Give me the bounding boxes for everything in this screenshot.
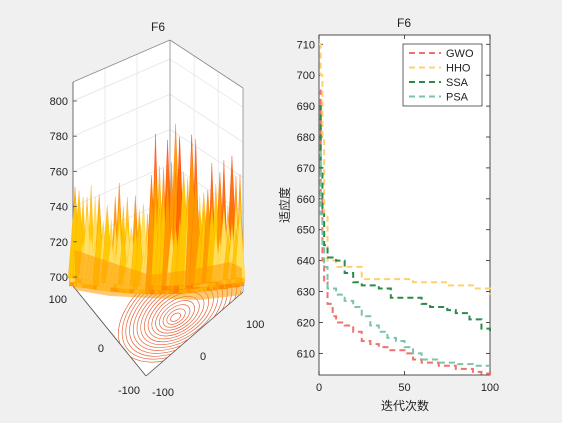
surface-x-tick: 0 <box>98 343 104 355</box>
y-tick-label: 610 <box>297 348 315 360</box>
surface-x-tick: -100 <box>118 385 140 397</box>
y-tick-label: 710 <box>297 39 315 51</box>
y-tick-label: 670 <box>297 163 315 175</box>
series-layer <box>319 43 491 375</box>
surface-x-tick: 100 <box>49 294 67 306</box>
surface-plot: F6 700 720 740 760 780 800 100 0 -100 <box>49 20 265 399</box>
surface-z-tick: 740 <box>50 202 68 214</box>
chart-title: F6 <box>397 16 411 30</box>
x-axis-label: 迭代次数 <box>381 398 429 413</box>
y-tick-label: 640 <box>297 256 315 268</box>
surface-title: F6 <box>151 20 165 34</box>
x-tick-label: 50 <box>398 382 410 394</box>
legend-label: HHO <box>446 63 471 75</box>
surface-y-tick: 100 <box>246 319 264 331</box>
y-tick-label: 690 <box>297 101 315 113</box>
surface-x-axis: 100 0 -100 <box>49 294 140 397</box>
legend-label: SSA <box>446 77 469 89</box>
surface-z-tick: 700 <box>50 272 68 284</box>
legend-label: GWO <box>446 48 474 60</box>
surface-z-tick: 760 <box>50 166 68 178</box>
x-tick-label: 100 <box>481 382 499 394</box>
y-tick-label: 700 <box>297 70 315 82</box>
surface-y-axis: -100 0 100 <box>152 319 264 399</box>
y-axis: 610 620 630 640 650 660 670 680 690 700 710 <box>297 39 490 360</box>
surface-z-axis: 700 720 740 760 780 800 <box>50 96 77 284</box>
series-line-ssa <box>319 105 491 332</box>
surface-z-tick: 800 <box>50 96 68 108</box>
legend: GWO HHO SSA PSA <box>402 43 483 107</box>
y-tick-label: 620 <box>297 317 315 329</box>
line-chart: F6 610 620 630 640 650 660 670 680 690 700 710 0 50… <box>277 16 499 413</box>
surface-z-tick: 780 <box>50 131 68 143</box>
x-tick-label: 0 <box>316 382 322 394</box>
series-line-hho <box>319 43 491 295</box>
y-tick-label: 630 <box>297 287 315 299</box>
y-tick-label: 660 <box>297 194 315 206</box>
y-axis-label: 适应度 <box>277 187 292 223</box>
x-axis: 0 50 100 <box>316 35 499 394</box>
surface-mesh <box>67 123 246 300</box>
legend-label: PSA <box>446 92 469 104</box>
surface-z-tick: 720 <box>50 237 68 249</box>
y-tick-label: 680 <box>297 132 315 144</box>
surface-y-tick: -100 <box>152 387 174 399</box>
series-line-psa <box>319 151 490 367</box>
surface-y-tick: 0 <box>200 351 206 363</box>
y-tick-label: 650 <box>297 225 315 237</box>
series-line-gwo <box>319 89 491 375</box>
